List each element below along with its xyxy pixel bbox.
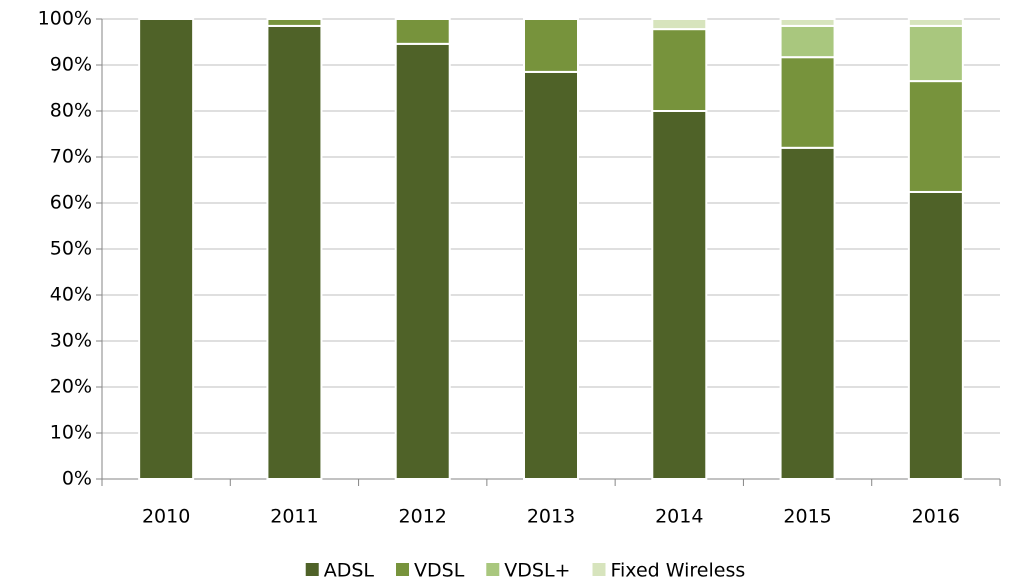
legend-label: VDSL: [414, 560, 465, 582]
bar-segment: [779, 56, 836, 149]
y-tick-label: 10%: [50, 422, 92, 444]
x-tick-label: 2012: [399, 506, 447, 528]
x-tick-label: 2013: [527, 506, 575, 528]
bar-segment: [779, 146, 836, 481]
y-tick-label: 80%: [50, 100, 92, 122]
bar-segment: [266, 24, 323, 481]
x-tick-label: 2010: [142, 506, 190, 528]
x-tick-label: 2014: [655, 506, 703, 528]
y-tick-label: 30%: [50, 330, 92, 352]
legend-swatch: [396, 563, 410, 576]
bar-segment: [651, 110, 708, 480]
bar-segment: [907, 80, 964, 193]
y-tick-label: 0%: [62, 468, 92, 490]
bar-segment: [779, 24, 836, 59]
bar-segment: [394, 18, 451, 45]
bar-segment: [394, 42, 451, 481]
y-tick-label: 90%: [50, 54, 92, 76]
legend-swatch: [486, 563, 500, 576]
y-tick-label: 70%: [50, 146, 92, 168]
bar-segment: [138, 18, 195, 480]
bar-segment: [523, 70, 579, 481]
x-tick-label: 2015: [783, 506, 831, 528]
bar-segment: [651, 28, 708, 112]
y-tick-label: 50%: [50, 238, 92, 260]
bar-segment: [651, 18, 708, 31]
bar-segment: [523, 18, 579, 73]
bar-segment: [266, 18, 323, 27]
legend-swatch: [592, 563, 606, 576]
x-tick-label: 2016: [912, 506, 960, 528]
bar-segment: [779, 18, 836, 27]
bar-segment: [907, 190, 964, 481]
legend-label: VDSL+: [504, 560, 570, 582]
bar-segment: [907, 24, 964, 83]
legend-label: Fixed Wireless: [610, 560, 745, 582]
bar-segment: [907, 18, 964, 27]
x-tick-label: 2011: [270, 506, 318, 528]
legend-swatch: [305, 563, 319, 576]
y-tick-label: 20%: [50, 376, 92, 398]
legend-label: ADSL: [324, 560, 375, 582]
y-tick-label: 100%: [38, 8, 92, 30]
y-tick-label: 40%: [50, 284, 92, 306]
y-tick-label: 60%: [50, 192, 92, 214]
